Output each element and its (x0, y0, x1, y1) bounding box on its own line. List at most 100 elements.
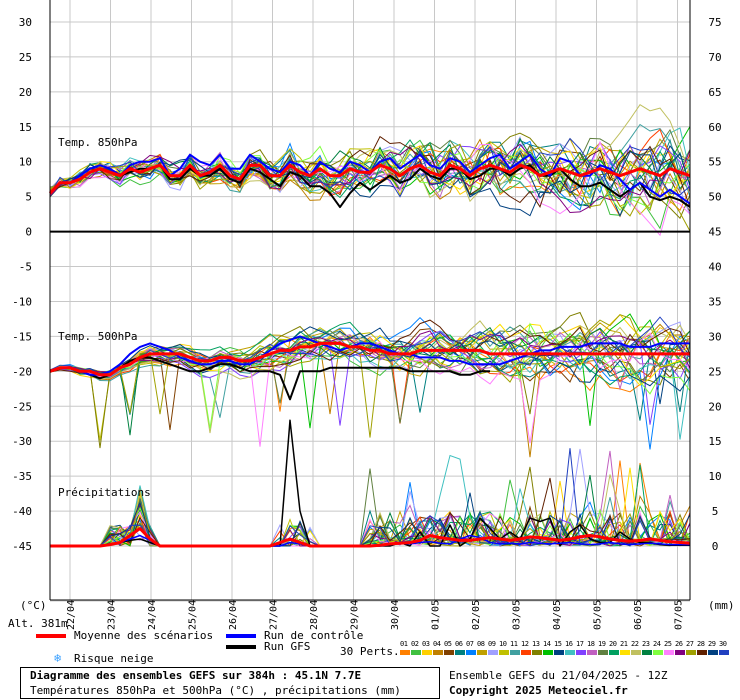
pert-legend-number: 10 (499, 640, 507, 648)
date-tick-label: 22/04 (66, 600, 77, 630)
pert-legend-swatch (400, 650, 410, 655)
pert-legend-number: 12 (521, 640, 529, 648)
pert-legend-number: 20 (609, 640, 617, 648)
date-tick-label: 02/05 (471, 600, 482, 630)
chart-title: Diagramme des ensembles GEFS sur 384h : … (30, 669, 362, 682)
pert-legend-swatch (653, 650, 663, 655)
pert-line-t500 (49, 313, 691, 429)
pert-legend-number: 24 (653, 640, 661, 648)
mean-legend-swatch (36, 634, 66, 638)
left-tick-label: -30 (12, 435, 32, 448)
right-tick-label: 35 (708, 295, 721, 308)
date-tick-label: 06/05 (633, 600, 644, 630)
pert-legend-swatch (422, 650, 432, 655)
pert-legend-swatch (697, 650, 707, 655)
date-tick-label: 03/05 (512, 600, 523, 630)
pert-legend-swatch (532, 650, 542, 655)
main-series (48, 153, 691, 548)
precip-panel-label: Précipitations (58, 486, 151, 499)
pert-legend-number: 09 (488, 640, 496, 648)
pert-legend-swatch (444, 650, 454, 655)
left-tick-label: 15 (19, 121, 32, 134)
right-unit-label: (mm) (708, 599, 735, 612)
pert-legend-swatch (664, 650, 674, 655)
left-tick-label: -5 (19, 261, 32, 274)
t850-panel-label: Temp. 850hPa (58, 136, 138, 149)
pert-legend-number: 15 (554, 640, 562, 648)
pert-legend-number: 30 (719, 640, 727, 648)
pert-legend-swatch (719, 650, 729, 655)
right-tick-label: 60 (708, 121, 721, 134)
pert-line-t500 (49, 321, 691, 379)
control-line-t500 (49, 335, 690, 376)
right-tick-label: 75 (708, 16, 721, 29)
right-tick-label: 30 (708, 330, 721, 343)
pert-legend-number: 02 (411, 640, 419, 648)
pert-legend-number: 17 (576, 640, 584, 648)
pert-legend-number: 16 (565, 640, 573, 648)
pert-legend-number: 19 (598, 640, 606, 648)
right-tick-label: 45 (708, 226, 721, 239)
altitude-label: Alt. 381m (8, 617, 68, 630)
perts-legend-label: 30 Perts. (340, 645, 400, 658)
perturbation-color-legend: 01 02 03 04 05 06 07 08 09 10 11 12 13 14 15 16 17 18 19 20… (400, 640, 730, 660)
left-tick-label: 30 (19, 16, 32, 29)
snow-legend-label: Risque neige (74, 652, 154, 665)
pert-line-t850 (49, 139, 691, 207)
pert-legend-number: 08 (477, 640, 485, 648)
right-tick-label: 65 (708, 86, 721, 99)
right-tick-label: 40 (708, 261, 721, 274)
right-tick-label: 15 (708, 435, 721, 448)
title-box (20, 667, 440, 699)
date-tick-label: 24/04 (147, 600, 158, 630)
left-tick-label: -10 (12, 295, 32, 308)
date-tick-label: 05/05 (593, 600, 604, 630)
pert-line-t500 (49, 314, 691, 438)
pert-legend-swatch (587, 650, 597, 655)
snowflake-icon: ❄ (54, 651, 62, 665)
left-unit-label: (°C) (20, 599, 47, 612)
gfs-legend-swatch (226, 645, 256, 649)
right-tick-label: 5 (712, 505, 719, 518)
gfs-legend-label: Run GFS (264, 640, 311, 653)
pert-legend-number: 29 (708, 640, 716, 648)
mean-line-t500 (49, 341, 690, 377)
mean-line-t850 (48, 163, 691, 195)
date-tick-label: 27/04 (269, 600, 280, 630)
run-info: Ensemble GEFS du 21/04/2025 - 12Z (449, 669, 668, 682)
pert-line-t850 (49, 145, 691, 211)
copyright: Copyright 2025 Meteociel.fr (449, 684, 628, 697)
pert-legend-swatch (675, 650, 685, 655)
pert-legend-swatch (455, 650, 465, 655)
pert-legend-number: 23 (642, 640, 650, 648)
pert-legend-swatch (598, 650, 608, 655)
left-tick-label: -25 (12, 400, 32, 413)
pert-line-t500 (49, 319, 691, 376)
left-tick-label: 25 (19, 51, 32, 64)
mean-legend-label: Moyenne des scénarios (74, 629, 214, 642)
left-tick-label: -15 (12, 330, 32, 343)
date-tick-label: 29/04 (350, 600, 361, 630)
pert-line-t850 (49, 143, 691, 214)
mean-line-precip (50, 527, 691, 548)
left-tick-label: -20 (12, 365, 32, 378)
right-tick-label: 55 (708, 156, 721, 169)
pert-legend-number: 26 (675, 640, 683, 648)
left-tick-label: -40 (12, 505, 32, 518)
date-tick-label: 25/04 (188, 600, 199, 630)
pert-legend-swatch (543, 650, 553, 655)
pert-legend-number: 03 (422, 640, 430, 648)
right-tick-label: 25 (708, 365, 721, 378)
control-legend-label: Run de contrôle (264, 629, 364, 642)
pert-line-t500 (49, 326, 691, 392)
left-tick-label: -45 (12, 540, 32, 553)
pert-legend-swatch (631, 650, 641, 655)
right-tick-label: 50 (708, 191, 721, 204)
pert-legend-swatch (554, 650, 564, 655)
pert-line-t500 (49, 336, 691, 424)
left-tick-label: 0 (25, 226, 32, 239)
pert-legend-swatch (466, 650, 476, 655)
pert-legend-swatch (708, 650, 718, 655)
chart-axes: 302520151050-5-10-15-20-25-30-35-40-4575… (12, 0, 722, 630)
